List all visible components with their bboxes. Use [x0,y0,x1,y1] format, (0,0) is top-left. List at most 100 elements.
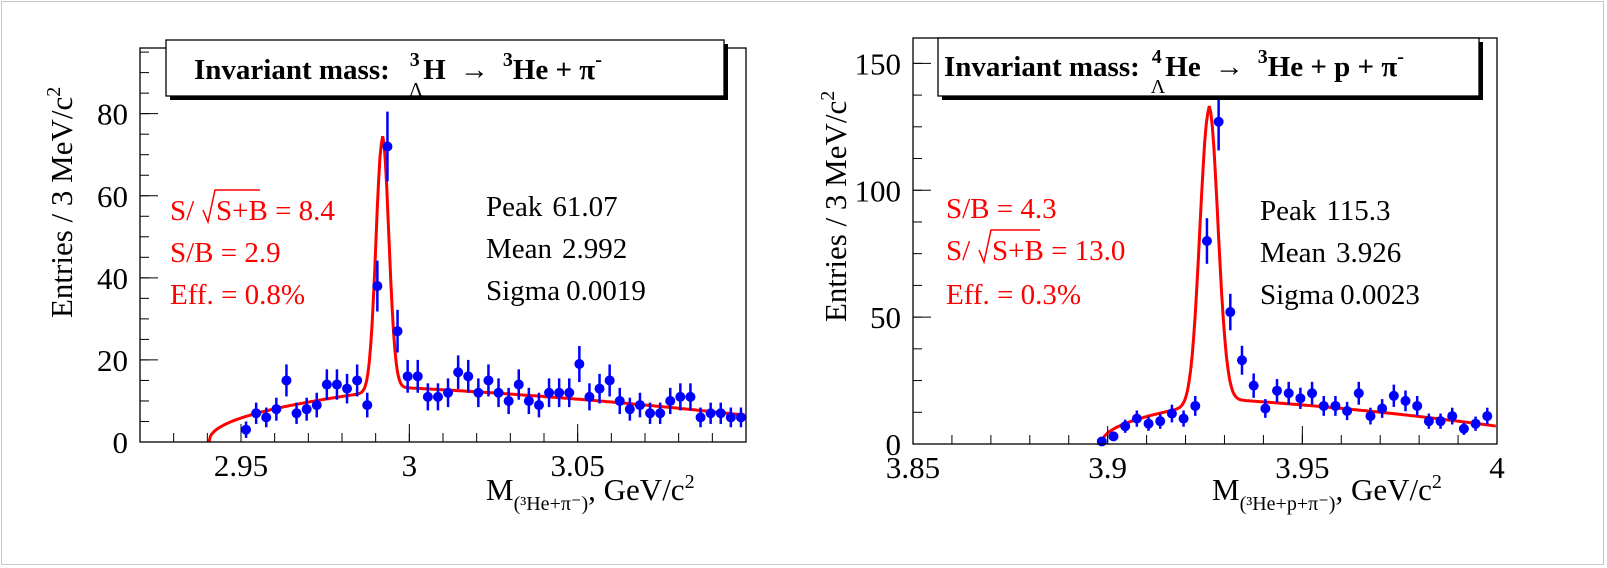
svg-text:S+B = 13.0: S+B = 13.0 [992,235,1125,267]
left-data-point [291,408,302,419]
right-annotation-significance: S/ S+B = 13.0 [946,229,1125,267]
left-x-tick-label: 3.05 [551,448,605,483]
left-data-point [705,408,716,419]
svg-text:S+B = 8.4: S+B = 8.4 [216,195,335,227]
left-data-point [665,395,676,406]
left-title-box-shadow-side [724,44,728,100]
right-data-point [1225,307,1236,318]
left-data-point [634,400,645,411]
left-data-point [675,391,686,402]
left-data-point [544,387,555,398]
right-plot-marks [1096,93,1496,447]
left-data-point [453,367,464,378]
left-data-point [281,375,292,386]
left-plot-marks [207,111,746,443]
left-annotation-eff: Eff. = 0.8% [170,279,305,311]
left-y-axis-label: Entries / 3 MeV/c2 [43,87,79,318]
left-data-point [301,404,312,415]
right-data-point [1412,400,1423,411]
left-stat-peak: Peak 61.07 [486,191,618,223]
left-data-point [443,387,454,398]
left-data-point [362,400,373,411]
right-data-point [1096,436,1107,447]
left-axis-ticks: 0 20 40 60 80 2.95 3 3.05 [97,51,747,483]
left-title-box-shadow [170,96,726,100]
left-data-point [251,408,262,419]
right-data-point [1295,393,1306,404]
right-data-point [1143,418,1154,429]
right-y-axis-label: Entries / 3 MeV/c2 [817,91,853,322]
right-title-box-shadow-side [1479,42,1483,100]
svg-text:S/: S/ [946,235,971,267]
left-data-point [342,383,353,394]
right-data-point [1365,411,1376,422]
right-data-point [1236,355,1247,366]
left-data-point [533,400,544,411]
right-data-point [1482,411,1493,422]
right-y-tick-label: 0 [886,427,902,462]
right-x-axis-label: M(³He+p+π⁻), GeV/c2 [1212,471,1442,515]
left-data-point [261,412,272,423]
left-data-point [473,387,484,398]
right-data-point [1470,418,1481,429]
right-panel: 0 50 100 150 3.85 3.9 3.95 4 Invariant mass: 4 ΛH… [817,37,1505,515]
right-stat-peak: Peak 115.3 [1260,195,1391,227]
left-data-point [735,412,746,423]
left-data-point [241,424,252,435]
left-annotation-sb: S/B = 2.9 [170,237,281,269]
left-data-point [655,408,666,419]
left-data-point [463,371,474,382]
left-data-point [311,400,322,411]
left-data-point [412,371,423,382]
right-title-box [937,37,1480,97]
left-data-point [554,387,565,398]
left-y-tick-label: 60 [97,179,128,214]
left-y-tick-label: 20 [97,343,128,378]
right-data-point [1423,416,1434,427]
right-x-tick-label: 3.95 [1275,450,1329,485]
right-data-point [1272,385,1283,396]
right-data-point [1248,380,1259,391]
right-data-point [1435,416,1446,427]
right-data-point [1353,388,1364,399]
right-y-tick-label: 100 [855,173,902,208]
right-stat-mean: Mean 3.926 [1260,237,1401,269]
left-title-box [165,39,725,97]
right-title: Invariant mass: 4 ΛHe → 3He + p + π- [944,46,1404,98]
left-data-point [392,326,403,337]
left-x-tick-label: 3 [402,448,418,483]
left-data-point [432,391,443,402]
right-data-point [1458,423,1469,434]
right-data-point [1120,421,1131,432]
left-data-point [523,395,534,406]
right-data-point [1400,395,1411,406]
right-data-point [1201,236,1212,246]
left-data-point [483,375,494,386]
right-x-tick-label: 4 [1489,450,1505,485]
right-x-tick-label: 3.85 [886,450,940,485]
right-data-point [1388,390,1399,401]
left-data-point [594,383,605,394]
left-data-point [725,412,736,423]
right-data-point [1342,406,1353,417]
right-data-point [1447,411,1458,422]
svg-text:S/: S/ [170,195,195,227]
left-data-point [352,375,363,386]
left-data-point [422,391,433,402]
left-data-point [331,379,342,390]
right-stat-sigma: Sigma 0.0023 [1260,279,1420,311]
right-data-point [1318,400,1329,411]
left-data-point [574,359,585,370]
left-data-point [372,281,383,292]
left-data-point [271,404,282,415]
right-fit-curve [1100,105,1496,445]
left-data-point [614,395,625,406]
right-data-point [1190,400,1201,411]
left-data-point [604,375,615,386]
left-data-point [382,141,393,152]
right-data-point [1377,403,1388,414]
left-stat-mean: Mean 2.992 [486,233,627,265]
left-data-point [321,379,332,390]
